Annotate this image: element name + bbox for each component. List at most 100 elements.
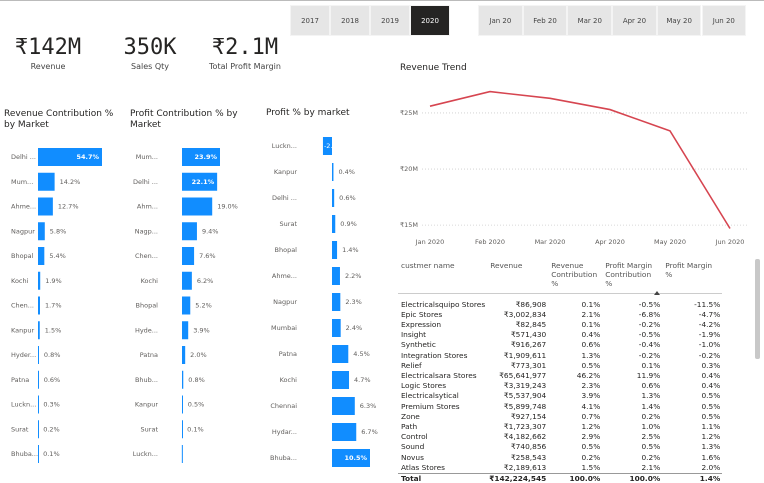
bar [38,346,39,364]
table-cell: -0.2% [638,319,661,329]
table-cell: 0.6% [641,381,661,391]
bar [332,345,349,363]
year-slicer-button[interactable]: 2020 [410,5,450,36]
bar [182,346,186,364]
category-label: Chen... [11,302,34,310]
table-row: Sound ₹740,856 0.5% 0.5% 1.3% [398,442,722,452]
table-cell: ₹2,189,613 [503,462,547,472]
table-row: Control ₹4,182,662 2.9% 2.5% 1.2% [398,432,722,442]
table-cell: ₹571,430 [510,330,547,340]
table-cell: ₹927,154 [510,411,547,421]
category-label: Ahme... [272,272,297,280]
data-label: 19.0% [217,203,238,211]
table-row: Insight ₹571,430 0.4% -0.5% -1.9% [398,330,722,340]
table-cell: ₹3,002,834 [503,309,547,319]
table-cell: ₹740,856 [510,442,547,452]
table-cell: 2.9% [581,432,601,442]
month-slicer-button[interactable]: Apr 20 [612,5,657,36]
table-cell: -1.9% [698,330,721,340]
table: custmer name Revenue Revenue Contribution … [398,257,723,483]
table-cell: 2.1% [581,309,601,319]
year-slicer-button[interactable]: 2018 [330,5,370,36]
bar [38,420,39,439]
table-cell: ₹1,909,611 [503,350,547,360]
kpi-label: Sales Qty [130,62,169,71]
data-label: 0.6% [339,194,356,202]
table-cell: 0.6% [581,340,601,350]
data-label: 1.7% [45,302,62,310]
category-label: Patna [279,350,297,358]
category-label: Ahm... [137,203,158,211]
table-row: Epic Stores ₹3,002,834 2.1% -6.8% -4.7% [398,310,722,320]
category-label: Bhopal [11,252,34,260]
chart-title: Revenue Trend [400,63,467,73]
year-slicer-button[interactable]: 2019 [370,5,410,36]
table-cell: ₹773,301 [510,360,547,370]
month-slicer-button[interactable]: Jan 20 [478,5,523,36]
table-cell: ₹5,899,748 [503,401,547,411]
column-header[interactable]: custmer name [398,257,488,294]
bar [182,420,183,439]
kpi-value: ₹2.1M [211,35,279,60]
table-cell: -0.4% [638,340,661,350]
bar [182,197,213,216]
table-cell: 0.5% [641,442,661,452]
total-cell: 100.0% [548,472,603,483]
data-label: 1.4% [342,246,359,254]
table-cell: 0.4% [701,370,721,380]
table-cell: -0.2% [698,350,721,360]
category-label: Hyde... [135,326,158,334]
column-header[interactable]: Profit Margin Contribution % [602,257,663,294]
bar [182,370,184,389]
table-cell: Synthetic [401,340,436,350]
bar [332,267,340,285]
data-label: 0.4% [338,168,355,176]
category-label: Delhi ... [11,153,36,161]
table-cell: 1.3% [641,391,661,401]
column-header[interactable]: Profit Margin % [662,257,723,294]
data-label: 0.8% [44,351,61,359]
bar [332,215,336,233]
data-label: 5.8% [50,227,67,235]
table-cell: Relief [401,360,422,370]
data-label: 10.5% [344,454,367,462]
kpi-value: 350K [123,35,177,60]
kpi: ₹142M Revenue [6,35,90,71]
table-cell: ₹916,267 [510,340,547,350]
bar [38,197,53,216]
table-row: Electricalsara Stores ₹65,641,977 46.2% 11.… [398,371,722,381]
column-header[interactable]: Revenue Contribution % [548,257,603,294]
category-label: Patna [140,351,158,359]
data-label: 0.3% [43,401,60,409]
header-row: custmer name Revenue Revenue Contribution … [398,257,723,294]
table-cell: Insight [401,330,427,340]
table-cell: ₹5,537,904 [503,391,547,401]
data-label: 2.0% [190,351,207,359]
bar [332,241,338,259]
data-label: 0.9% [340,220,357,228]
total-cell: ₹142,224,545 [487,472,549,483]
category-label: Nagpur [273,298,297,306]
bar [38,271,41,290]
table-cell: 0.2% [581,452,601,462]
table-cell: 0.1% [641,360,661,370]
table-cell: 1.5% [581,462,601,472]
category-label: Kochi [11,277,29,285]
category-label: Nagpur [11,227,35,235]
month-slicer-button[interactable]: Jun 20 [701,5,747,36]
table-cell: -4.2% [698,319,721,329]
category-label: Kanpur [11,326,34,334]
month-slicer-button[interactable]: Mar 20 [567,5,613,36]
year-slicer-button[interactable]: 2017 [290,5,330,36]
month-slicer-button[interactable]: May 20 [656,5,702,36]
column-header[interactable]: Revenue [487,257,549,294]
month-slicer-button[interactable]: Feb 20 [522,5,568,36]
bar [38,172,55,191]
table-row: Expression ₹82,845 0.1% -0.2% -4.2% [398,320,722,330]
bar [182,148,220,166]
table-cell: Sound [401,442,425,452]
table-cell: 1.1% [701,421,721,431]
table-cell: 11.9% [636,370,661,380]
table-cell: ₹3,319,243 [503,381,547,391]
